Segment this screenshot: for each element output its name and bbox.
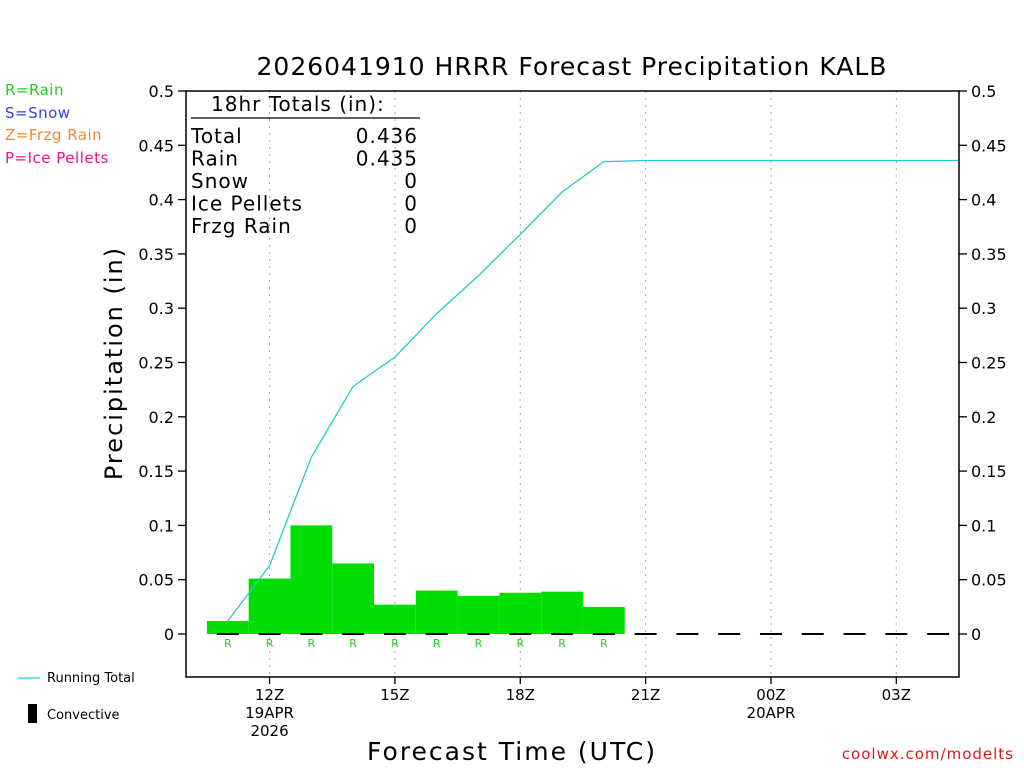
running-total-line <box>227 159 959 622</box>
totals-row-value: 0 <box>404 169 418 193</box>
legend-snow: S=Snow <box>5 103 71 122</box>
totals-row-label: Frzg Rain <box>191 214 292 238</box>
totals-row-value: 0 <box>404 192 418 216</box>
y-tick-label-left: 0.2 <box>149 408 174 427</box>
chart-title: 2026041910 HRRR Forecast Precipitation K… <box>257 52 888 81</box>
y-tick-label-right: 0.1 <box>971 516 996 535</box>
totals-row-label: Ice Pellets <box>191 192 303 216</box>
y-tick-label-right: 0 <box>971 625 981 644</box>
totals-box: 18hr Totals (in): Total 0.436 Rain 0.435 Sno… <box>190 92 420 238</box>
credit-text: coolwx.com/modelts <box>841 745 1014 763</box>
y-tick-label-right: 0.25 <box>971 354 1007 373</box>
x-axis-label: Forecast Time (UTC) <box>367 737 657 766</box>
convective-legend-swatch <box>28 704 37 723</box>
precip-type-marker: R <box>308 637 316 650</box>
totals-header: 18hr Totals (in): <box>211 92 385 116</box>
precip-bar <box>457 595 500 634</box>
x-tick-label: 21Z <box>631 686 660 704</box>
y-tick-label-left: 0.15 <box>138 462 174 481</box>
precip-type-marker: R <box>391 637 399 650</box>
precip-type-marker: R <box>600 637 608 650</box>
x-tick-label: 12Z <box>255 686 284 704</box>
y-tick-label-left: 0.45 <box>138 136 174 155</box>
totals-row-value: 0.436 <box>356 124 418 148</box>
y-tick-label-left: 0.4 <box>149 191 174 210</box>
precip-type-marker: R <box>516 637 524 650</box>
x-tick-label: 00Z <box>756 686 785 704</box>
y-tick-label-right: 0.05 <box>971 571 1007 590</box>
precip-type-marker: R <box>349 637 357 650</box>
y-tick-label-right: 0.5 <box>971 82 996 101</box>
running-total-legend: Running Total <box>18 671 135 686</box>
y-tick-label-left: 0.25 <box>138 354 174 373</box>
y-tick-label-right: 0.3 <box>971 299 996 318</box>
totals-row-value: 0.435 <box>356 147 418 171</box>
totals-row-label: Snow <box>191 169 249 193</box>
precip-type-marker: R <box>475 637 483 650</box>
precip-bar <box>248 578 291 634</box>
precip-type-marker: R <box>266 637 274 650</box>
y-tick-label-left: 0.35 <box>138 245 174 264</box>
plot-frame <box>185 90 960 678</box>
x-tick-label: 03Z <box>882 686 911 704</box>
y-tick-label-left: 0.3 <box>149 299 174 318</box>
y-tick-label-right: 0.45 <box>971 136 1007 155</box>
y-axis-label: Precipitation (in) <box>100 246 128 480</box>
precip-bar <box>415 590 458 634</box>
legend-frzg-rain: Z=Frzg Rain <box>5 126 103 144</box>
totals-row-label: Rain <box>191 147 239 171</box>
precip-bar <box>541 591 583 634</box>
y-tick-label-left: 0.5 <box>149 82 174 101</box>
x-tick-label: 19APR <box>245 704 294 722</box>
precip-type-marker: R <box>558 637 566 650</box>
running-total-legend-label: Running Total <box>47 671 135 686</box>
totals-row-value: 0 <box>404 214 418 238</box>
y-tick-label-left: 0.05 <box>138 571 174 590</box>
totals-row-label: Total <box>190 124 243 148</box>
legend-ice-pellets: P=Ice Pellets <box>5 148 109 167</box>
precip-bar <box>582 606 625 634</box>
x-tick-label: 20APR <box>747 704 796 722</box>
convective-legend: Convective <box>28 704 120 723</box>
y-tick-label-right: 0.4 <box>971 191 996 210</box>
running-total-layer <box>227 159 959 622</box>
x-tick-label: 18Z <box>506 686 535 704</box>
totals-rows: Total 0.436 Rain 0.435 Snow 0 Ice Pellets 0 Frzg… <box>190 124 418 238</box>
precip-bar <box>499 592 542 634</box>
x-tick-label: 15Z <box>380 686 409 704</box>
legend-rain: R=Rain <box>5 81 64 99</box>
precip-type-legend: R=Rain S=Snow Z=Frzg Rain P=Ice Pellets <box>5 81 109 171</box>
precip-type-marker: R <box>224 637 232 650</box>
y-tick-label-right: 0.2 <box>971 408 996 427</box>
convective-legend-label: Convective <box>47 708 120 723</box>
y-tick-label-right: 0.35 <box>971 245 1007 264</box>
precip-bar <box>332 563 375 634</box>
precip-type-marker: R <box>433 637 441 650</box>
precip-bar <box>374 604 416 634</box>
y-tick-label-right: 0.15 <box>971 462 1007 481</box>
precip-bar <box>206 620 249 634</box>
bars-layer <box>206 525 625 634</box>
axis-layer: 0 00.05 0.050.1 0.10.15 0.150.2 0.20.25 0.250.… <box>138 82 1006 740</box>
precip-bar <box>290 525 333 634</box>
y-tick-label-left: 0.1 <box>149 516 174 535</box>
y-tick-label-left: 0 <box>164 625 174 644</box>
x-tick-label: 2026 <box>250 722 288 740</box>
